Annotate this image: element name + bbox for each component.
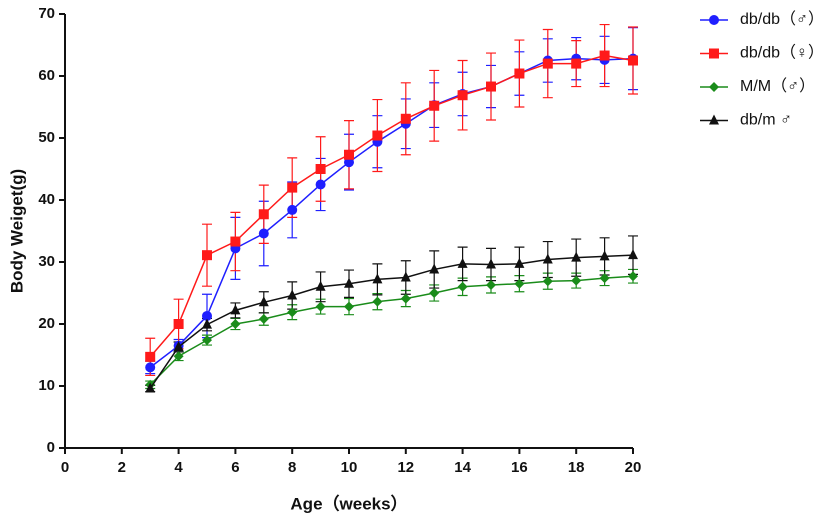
marker [400, 113, 411, 124]
marker [709, 48, 719, 59]
marker [628, 271, 638, 282]
marker [230, 319, 241, 329]
y-tick-label: 0 [47, 439, 55, 456]
marker [315, 301, 326, 312]
marker [599, 250, 610, 261]
marker [599, 50, 610, 61]
x-tick-label: 4 [174, 459, 183, 476]
y-tick-label: 60 [38, 67, 55, 84]
legend-label: db/db（♀） [740, 44, 824, 62]
marker [372, 130, 383, 141]
x-tick-label: 16 [511, 459, 528, 476]
marker [571, 275, 582, 286]
y-tick-label: 50 [38, 129, 55, 146]
marker [344, 149, 354, 160]
marker [542, 253, 553, 264]
y-tick-label: 20 [38, 315, 55, 332]
marker [258, 228, 269, 239]
marker [542, 58, 553, 69]
marker [145, 351, 156, 362]
marker [429, 100, 440, 111]
marker [145, 362, 156, 373]
marker [514, 278, 525, 289]
marker [287, 204, 298, 215]
y-tick-label: 40 [38, 191, 55, 208]
marker [429, 263, 440, 274]
marker [514, 68, 525, 79]
x-tick-label: 0 [61, 459, 69, 476]
marker [258, 314, 269, 325]
marker [372, 296, 383, 307]
x-tick-label: 8 [288, 459, 296, 476]
marker [315, 164, 326, 174]
marker [202, 335, 212, 346]
legend-label: db/m ♂ [740, 112, 792, 129]
marker [173, 319, 184, 329]
y-tick-label: 10 [38, 377, 55, 394]
x-tick-label: 14 [454, 459, 471, 476]
marker [571, 251, 582, 262]
marker [400, 293, 411, 304]
marker [709, 82, 719, 92]
legend-label: db/db（♂） [740, 10, 824, 28]
series-line [149, 275, 634, 386]
marker [429, 288, 440, 298]
marker [258, 296, 269, 307]
marker [315, 179, 326, 190]
marker [287, 289, 298, 300]
marker [202, 318, 212, 329]
marker [400, 271, 411, 282]
marker [709, 114, 719, 125]
marker [287, 182, 298, 193]
marker [202, 250, 212, 261]
x-tick-label: 6 [231, 459, 239, 476]
marker [571, 58, 582, 69]
marker [628, 55, 638, 66]
y-tick-label: 30 [38, 253, 55, 270]
series-line [149, 57, 634, 368]
marker [457, 257, 468, 268]
marker [542, 276, 553, 287]
marker [457, 90, 468, 101]
marker [628, 249, 638, 260]
marker [287, 307, 298, 318]
marker [709, 15, 719, 25]
marker [457, 281, 468, 292]
x-tick-label: 18 [568, 459, 585, 476]
marker [344, 277, 354, 288]
marker [173, 351, 184, 362]
marker [230, 304, 241, 315]
series-line [149, 254, 634, 389]
marker [315, 280, 326, 291]
marker [145, 382, 156, 393]
marker [599, 273, 610, 284]
x-tick-label: 2 [118, 459, 126, 476]
marker [486, 279, 496, 290]
y-axis-label: Body Weiget(g) [7, 169, 26, 293]
x-tick-label: 20 [625, 459, 642, 476]
x-tick-label: 12 [397, 459, 414, 476]
marker [173, 340, 184, 351]
y-tick-label: 70 [38, 5, 55, 22]
marker [230, 236, 241, 247]
marker [372, 273, 383, 284]
marker [486, 258, 496, 269]
marker [344, 301, 354, 312]
marker [514, 257, 525, 268]
x-axis-label: Age（weeks） [290, 493, 407, 513]
marker [258, 209, 269, 220]
legend-label: M/M（♂） [740, 77, 815, 95]
marker [486, 81, 496, 92]
x-tick-label: 10 [341, 459, 358, 476]
marker [202, 310, 212, 321]
series-line [149, 54, 634, 358]
